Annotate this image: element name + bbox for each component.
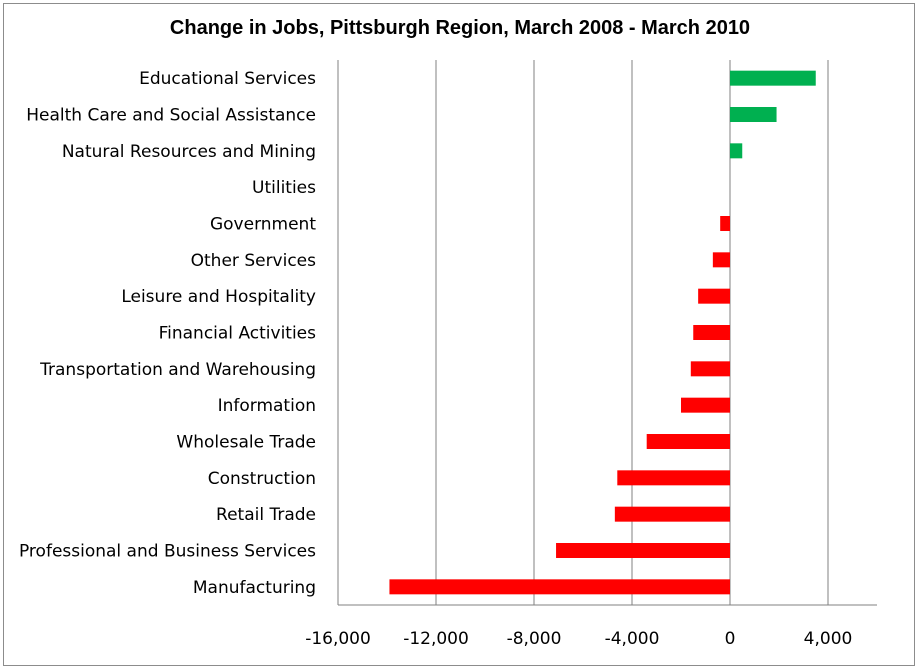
x-tick-label: -12,000 (403, 629, 469, 649)
x-tick-label: -8,000 (507, 629, 562, 649)
category-label: Financial Activities (159, 324, 317, 344)
tick-labels: -16,000 -12,000 -8,000 -4,000 0 4,000 (305, 629, 852, 649)
chart-title: Change in Jobs, Pittsburgh Region, March… (169, 17, 751, 39)
category-label: Information (218, 396, 316, 416)
bar (730, 70, 816, 86)
bars (389, 70, 816, 595)
x-tick-label: -16,000 (305, 629, 371, 649)
bar (389, 579, 730, 595)
x-tick-label: -4,000 (605, 629, 660, 649)
category-label: Leisure and Hospitality (121, 287, 316, 307)
bar (681, 397, 730, 413)
category-labels: Educational Services Health Care and Soci… (19, 69, 316, 598)
category-label: Transportation and Warehousing (39, 360, 316, 380)
category-label: Professional and Business Services (19, 542, 316, 562)
gridlines (435, 60, 829, 605)
x-tick-label: 4,000 (804, 629, 853, 649)
category-label: Retail Trade (216, 505, 316, 525)
category-label: Utilities (252, 178, 316, 198)
bar (693, 325, 730, 340)
category-label: Government (210, 215, 316, 235)
category-label: Natural Resources and Mining (62, 142, 316, 162)
category-label: Manufacturing (193, 578, 316, 598)
bar (617, 470, 730, 486)
bar (720, 216, 730, 231)
category-label: Wholesale Trade (176, 433, 316, 453)
bar (712, 252, 730, 268)
category-label: Other Services (191, 251, 317, 271)
axes (337, 60, 877, 606)
category-label: Health Care and Social Assistance (26, 106, 316, 126)
bar (730, 107, 777, 122)
category-label: Construction (208, 469, 316, 489)
bar (646, 434, 730, 449)
bar (614, 506, 730, 522)
bar (698, 288, 730, 304)
bar (730, 143, 743, 159)
bar (690, 361, 730, 377)
category-label: Educational Services (139, 69, 316, 89)
bar (556, 543, 730, 558)
x-tick-label: 0 (725, 629, 736, 649)
